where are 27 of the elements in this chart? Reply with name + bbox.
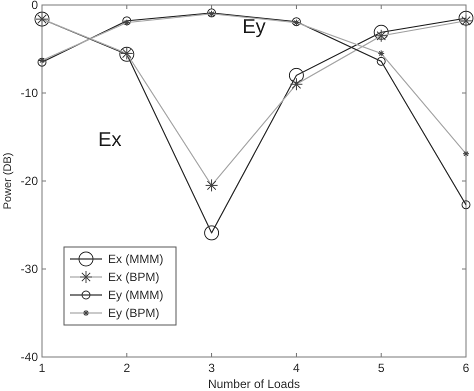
x-tick-label: 4 — [293, 361, 300, 375]
legend-label: Ex (MMM) — [108, 252, 164, 266]
point — [288, 68, 304, 83]
point — [462, 200, 470, 210]
legend-label: Ey (BPM) — [108, 306, 160, 320]
x-tick-label: 3 — [208, 361, 216, 375]
x-tick-label: 5 — [378, 361, 385, 375]
annotation: Ex — [98, 128, 122, 151]
legend-label: Ey (MMM) — [108, 288, 164, 302]
annotation: Ey — [242, 16, 266, 38]
y-tick-label: -20 — [20, 174, 38, 188]
x-tick-label: 1 — [38, 361, 46, 375]
point — [458, 10, 474, 26]
x-tick-label: 2 — [123, 361, 130, 375]
point — [204, 225, 220, 240]
legend-label: Ex (BPM) — [108, 270, 160, 284]
y-tick-label: -40 — [20, 350, 38, 364]
x-tick-label: 6 — [462, 361, 470, 375]
y-axis-title: Power (DB) — [2, 152, 14, 210]
point — [376, 56, 386, 66]
point — [38, 58, 46, 67]
y-tick-label: -30 — [20, 262, 38, 276]
x-axis-title: Number of Loads — [208, 377, 300, 391]
y-tick-label: -10 — [20, 86, 38, 100]
point — [374, 24, 389, 40]
y-tick-label: 0 — [31, 0, 38, 12]
point — [122, 16, 132, 26]
